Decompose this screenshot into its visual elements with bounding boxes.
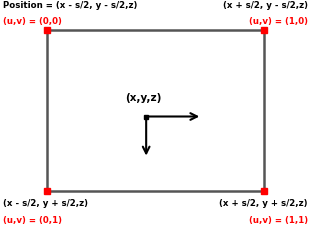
Text: (x + s/2, y + s/2,z): (x + s/2, y + s/2,z) — [219, 199, 308, 208]
Text: (x - s/2, y + s/2,z): (x - s/2, y + s/2,z) — [3, 199, 88, 208]
Text: (u,v) = (1,0): (u,v) = (1,0) — [249, 17, 308, 27]
Text: (u,v) = (1,1): (u,v) = (1,1) — [249, 216, 308, 225]
Text: (u,v) = (0,0): (u,v) = (0,0) — [3, 17, 62, 27]
Text: (x + s/2, y - s/2,z): (x + s/2, y - s/2,z) — [223, 1, 308, 10]
Text: (x,y,z): (x,y,z) — [125, 93, 161, 103]
Text: (u,v) = (0,1): (u,v) = (0,1) — [3, 216, 62, 225]
Text: Position = (x - s/2, y - s/2,z): Position = (x - s/2, y - s/2,z) — [3, 1, 137, 10]
